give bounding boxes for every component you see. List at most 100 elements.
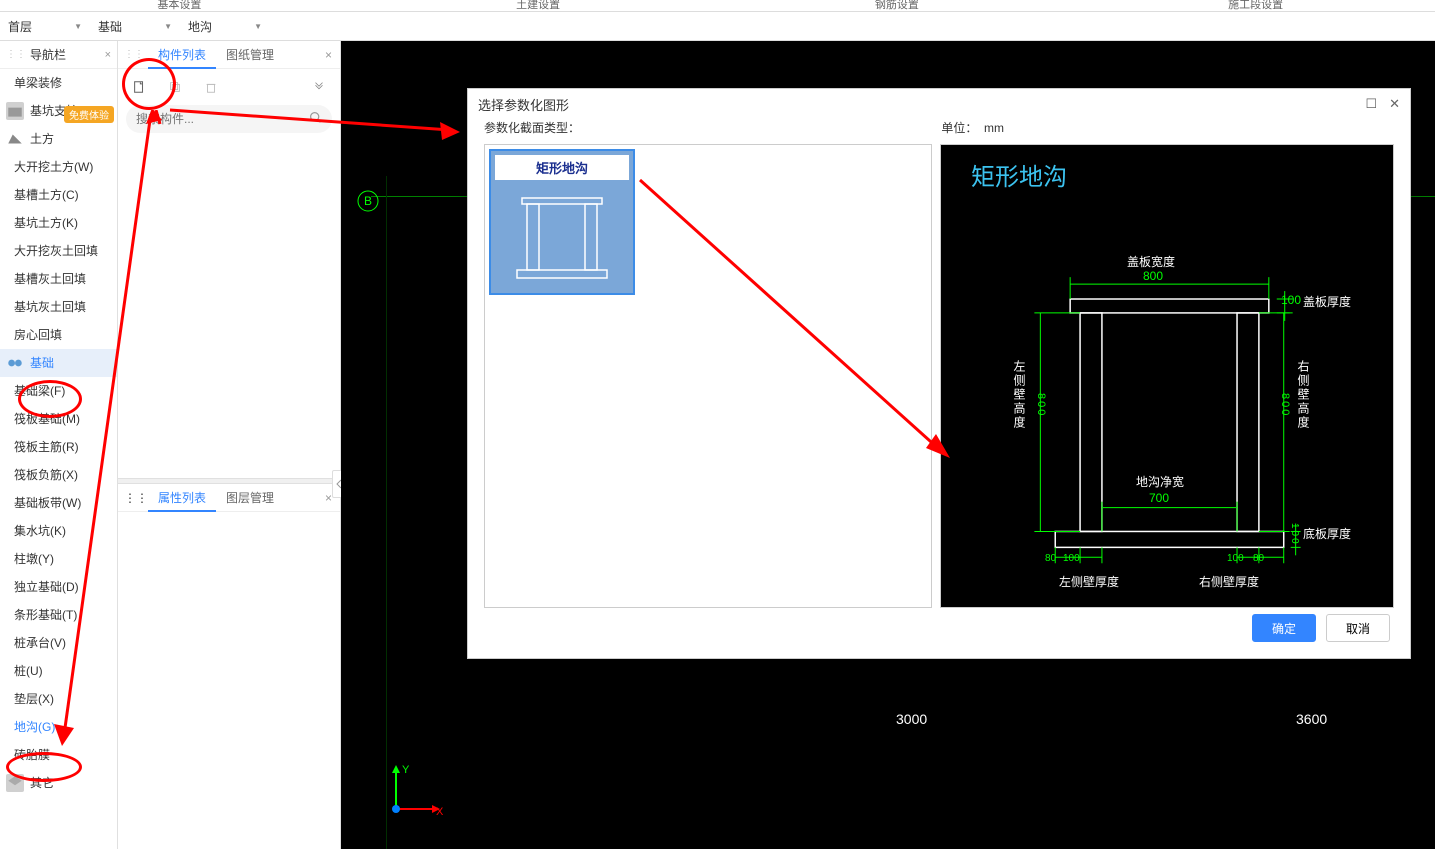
nav-label: 其它 — [30, 769, 54, 797]
preview-title: 矩形地沟 — [971, 157, 1067, 192]
dialog-title-bar[interactable]: 选择参数化图形 ☐ ✕ — [468, 89, 1410, 119]
tab-basic[interactable]: 基本设置 — [0, 0, 359, 11]
shape-item-rect-trench[interactable]: 矩形地沟 — [489, 149, 635, 295]
nav-item-raft-neg[interactable]: 筏板负筋(X) — [0, 461, 117, 489]
delete-button[interactable] — [196, 74, 226, 100]
nav-sidebar: ⋮⋮ 导航栏 × 单梁装修 基坑支护 土方 大开挖土方(W) 基槽土方(C) 基… — [0, 41, 118, 849]
terrain-icon — [6, 130, 24, 148]
cube-icon — [6, 102, 24, 120]
nav-item-pilecap[interactable]: 桩承台(V) — [0, 629, 117, 657]
tab-component-list[interactable]: 构件列表 — [148, 41, 216, 69]
left-wall-t-label: 左侧壁厚度 — [1059, 573, 1119, 590]
shape-item-label: 矩形地沟 — [495, 155, 629, 180]
more-button[interactable] — [304, 74, 334, 100]
panel-splitter[interactable] — [118, 478, 340, 484]
nav-item-pier[interactable]: 柱墩(Y) — [0, 545, 117, 573]
tab-civil[interactable]: 土建设置 — [359, 0, 718, 11]
svg-text:Y: Y — [402, 764, 410, 776]
new-button[interactable] — [124, 74, 154, 100]
top-tab-bar: 基本设置 土建设置 钢筋设置 施工段设置 — [0, 0, 1435, 12]
svg-text:X: X — [436, 806, 444, 818]
nav-item-beam[interactable]: 单梁装修 — [0, 69, 117, 97]
cover-thick-label: 盖板厚度 — [1303, 293, 1351, 310]
nav-item-backfill-2[interactable]: 基槽灰土回填 — [0, 265, 117, 293]
nav-item-strip[interactable]: 基础板带(W) — [0, 489, 117, 517]
tab-construction[interactable]: 施工段设置 — [1076, 0, 1435, 11]
section-type-label: 参数化截面类型： — [484, 119, 580, 136]
free-trial-badge: 免费体验 — [64, 106, 114, 123]
nav-item-room-fill[interactable]: 房心回填 — [0, 321, 117, 349]
close-icon[interactable]: × — [325, 48, 332, 62]
nav-title: 导航栏 — [30, 46, 66, 63]
component-list-body — [118, 141, 340, 478]
ok-button[interactable]: 确定 — [1252, 614, 1316, 642]
property-tabs: ⋮⋮ 属性列表 图层管理 × — [118, 484, 340, 512]
nav-item-isolated[interactable]: 独立基础(D) — [0, 573, 117, 601]
maximize-icon[interactable]: ☐ — [1365, 96, 1377, 112]
axis-marker-b: B — [356, 189, 380, 213]
tab-rebar[interactable]: 钢筋设置 — [718, 0, 1077, 11]
category-dropdown[interactable]: 基础▼ — [90, 18, 180, 35]
nav-item-trench-c[interactable]: 基槽土方(C) — [0, 181, 117, 209]
property-body — [118, 512, 340, 849]
nav-group-earthwork[interactable]: 土方 — [0, 125, 117, 153]
unit-label: 单位： — [941, 121, 977, 135]
nav-label: 土方 — [30, 125, 54, 153]
nav-group-foundation[interactable]: 基础 — [0, 349, 117, 377]
right-wall-h-label: 右侧壁高度 — [1295, 360, 1312, 430]
drag-handle-icon[interactable]: ⋮⋮ — [6, 49, 26, 60]
foundation-icon — [6, 354, 24, 372]
left-wall-t2-value: 100 — [1063, 553, 1080, 564]
parametric-shape-dialog: 选择参数化图形 ☐ ✕ 参数化截面类型： 单位： mm 矩形地沟 — [467, 88, 1411, 659]
cover-thick-value: 100 — [1281, 293, 1301, 307]
axis-line-vertical — [386, 176, 387, 849]
component-toolbar — [118, 69, 340, 105]
nav-item-trench-g[interactable]: 地沟(G) — [0, 713, 117, 741]
right-wall-t2-value: 80 — [1253, 553, 1264, 564]
close-icon[interactable]: × — [105, 49, 111, 61]
nav-group-other[interactable]: 其它 — [0, 769, 117, 797]
close-icon[interactable]: × — [325, 491, 332, 505]
shape-thumbnail — [495, 186, 629, 289]
component-tabs: ⋮⋮ 构件列表 图纸管理 × — [118, 41, 340, 69]
context-selectors: 首层 ▼ 基础▼ 地沟▼ — [0, 12, 1435, 41]
shape-preview-panel: 矩形地沟 — [940, 144, 1394, 608]
component-panel: ⋮⋮ 构件列表 图纸管理 × ⋮⋮ 属性列表 图层管理 × — [118, 41, 341, 849]
copy-button[interactable] — [160, 74, 190, 100]
floor-dropdown[interactable]: 首层 ▼ — [0, 18, 90, 35]
tab-drawing-mgmt[interactable]: 图纸管理 — [216, 41, 284, 69]
search-box[interactable] — [126, 105, 332, 133]
nav-item-pile[interactable]: 桩(U) — [0, 657, 117, 685]
tab-layer-mgmt[interactable]: 图层管理 — [216, 484, 284, 512]
floor-label: 首层 — [8, 18, 32, 35]
drag-handle-icon[interactable]: ⋮⋮ — [124, 491, 148, 505]
chevron-down-icon: ▼ — [74, 22, 82, 31]
cover-width-label: 盖板宽度 — [1127, 253, 1175, 270]
close-icon[interactable]: ✕ — [1389, 96, 1400, 112]
nav-item-brick[interactable]: 砖胎膜 — [0, 741, 117, 769]
nav-item-backfill-1[interactable]: 大开挖灰土回填 — [0, 237, 117, 265]
nav-header: ⋮⋮ 导航栏 × — [0, 41, 117, 69]
left-wall-t1-value: 80 — [1045, 553, 1056, 564]
nav-item-pit-k[interactable]: 基坑土方(K) — [0, 209, 117, 237]
nav-item-excavation-w[interactable]: 大开挖土方(W) — [0, 153, 117, 181]
tab-properties[interactable]: 属性列表 — [148, 484, 216, 512]
cancel-button[interactable]: 取消 — [1326, 614, 1390, 642]
type-dropdown[interactable]: 地沟▼ — [180, 18, 270, 35]
coordinate-axis-icon: Y X — [386, 759, 446, 819]
nav-item-raft-main[interactable]: 筏板主筋(R) — [0, 433, 117, 461]
layers-icon — [6, 774, 24, 792]
nav-label: 基础 — [30, 349, 54, 377]
nav-item-fbeam[interactable]: 基础梁(F) — [0, 377, 117, 405]
search-icon — [309, 111, 322, 127]
right-wall-h-value: 800 — [1279, 393, 1291, 417]
chevron-down-icon: ▼ — [164, 22, 172, 31]
search-input[interactable] — [136, 112, 309, 126]
left-wall-h-label: 左侧壁高度 — [1011, 360, 1028, 430]
drag-handle-icon[interactable]: ⋮⋮ — [124, 49, 144, 60]
nav-item-backfill-3[interactable]: 基坑灰土回填 — [0, 293, 117, 321]
nav-item-sump[interactable]: 集水坑(K) — [0, 517, 117, 545]
nav-item-raft[interactable]: 筏板基础(M) — [0, 405, 117, 433]
nav-item-cushion[interactable]: 垫层(X) — [0, 685, 117, 713]
nav-item-stripf[interactable]: 条形基础(T) — [0, 601, 117, 629]
